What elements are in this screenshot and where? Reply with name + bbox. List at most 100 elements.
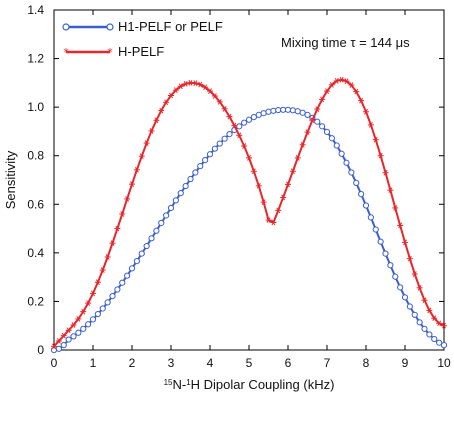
star-marker-stroke — [256, 182, 261, 189]
star-marker-stroke — [315, 106, 320, 112]
data-point-series-1 — [197, 163, 204, 170]
data-point-series-1 — [241, 119, 248, 126]
x-axis-title-part-n: N- — [172, 377, 186, 392]
star-marker-stroke — [417, 284, 422, 291]
data-point-series-1 — [250, 114, 257, 121]
data-point-series-1 — [75, 329, 82, 336]
data-point-series-2 — [182, 80, 189, 87]
data-point-series-2 — [172, 87, 179, 93]
data-point-series-1 — [270, 107, 277, 114]
data-point-series-1 — [431, 335, 438, 343]
star-marker-stroke — [354, 88, 359, 95]
data-point-series-1 — [192, 169, 199, 176]
data-point-series-1 — [362, 202, 370, 209]
star-marker-stroke — [378, 152, 383, 159]
data-point-series-2 — [441, 322, 447, 329]
data-point-series-2 — [328, 81, 335, 88]
data-point-series-2 — [216, 98, 223, 105]
data-point-series-1 — [94, 310, 101, 318]
data-point-series-1 — [416, 319, 423, 326]
data-point-series-2 — [124, 196, 131, 202]
data-point-series-1 — [245, 116, 253, 123]
data-point-series-1 — [85, 321, 92, 328]
star-marker-stroke — [290, 168, 295, 175]
data-point-series-2 — [158, 107, 165, 114]
star-marker-stroke — [320, 96, 325, 103]
data-point-series-2 — [51, 343, 57, 350]
y-tick-label: 1.2 — [27, 52, 44, 66]
star-marker-stroke — [188, 80, 193, 86]
x-axis-title-sup-15: 15 — [164, 378, 173, 387]
data-point-series-1 — [60, 342, 67, 349]
data-point-series-1 — [138, 250, 145, 257]
star-marker-stroke — [349, 82, 354, 88]
data-point-series-1 — [50, 346, 58, 354]
data-point-series-2 — [60, 332, 67, 339]
x-tick-label: 3 — [168, 356, 175, 370]
data-point-series-1 — [328, 135, 335, 142]
x-tick-label: 2 — [129, 356, 136, 370]
star-marker-stroke — [281, 194, 286, 201]
x-axis-title-sup-1: 1 — [186, 378, 191, 387]
star-marker-stroke — [247, 155, 251, 161]
data-point-series-1 — [367, 214, 374, 221]
mixing-time-annotation: Mixing time τ = 144 μs — [281, 35, 410, 50]
star-marker-stroke — [227, 113, 232, 120]
star-marker-stroke — [403, 239, 407, 246]
star-marker-stroke — [154, 117, 159, 124]
data-point-series-1 — [226, 131, 233, 138]
data-point-series-1 — [119, 279, 126, 286]
y-tick-label: 1.4 — [27, 3, 44, 17]
star-marker-stroke — [76, 316, 81, 322]
data-point-series-1 — [333, 142, 340, 149]
data-point-series-2 — [324, 88, 330, 94]
data-point-series-1 — [221, 135, 228, 142]
star-marker-stroke — [71, 322, 76, 328]
star-marker-stroke — [276, 207, 281, 214]
data-point-series-2 — [289, 168, 296, 175]
star-marker-stroke — [178, 83, 183, 90]
legend-marker-series-2: * — [107, 46, 113, 59]
plot-area — [53, 9, 445, 351]
data-point-series-2 — [397, 222, 404, 229]
data-point-series-1 — [323, 128, 331, 136]
data-point-series-1 — [265, 108, 272, 115]
data-point-series-2 — [333, 78, 340, 84]
y-tick-label: 0.4 — [27, 246, 44, 260]
data-point-series-1 — [440, 342, 448, 349]
star-marker-stroke — [325, 88, 329, 94]
data-point-series-2 — [353, 88, 360, 95]
star-marker-stroke — [232, 122, 237, 129]
star-marker-stroke — [95, 279, 100, 286]
data-point-series-1 — [436, 339, 443, 346]
star-marker-stroke — [164, 99, 169, 106]
data-point-series-2 — [309, 117, 316, 124]
star-marker-stroke — [217, 98, 222, 105]
star-marker-stroke — [437, 320, 442, 327]
data-point-series-2 — [148, 128, 155, 134]
data-point-series-2 — [207, 88, 213, 94]
data-point-series-1 — [104, 299, 111, 306]
star-marker-stroke — [212, 93, 217, 99]
star-marker-stroke — [261, 199, 266, 205]
x-axis-title-part-h: H Dipolar Coupling (kHz) — [191, 377, 335, 392]
data-point-series-2 — [80, 308, 87, 315]
star-marker-stroke — [222, 105, 227, 112]
x-tick-label: 4 — [207, 356, 214, 370]
star-marker-stroke — [359, 97, 364, 104]
y-axis-title: Sensitivity — [3, 150, 18, 209]
star-marker-stroke — [388, 187, 393, 194]
data-point-series-2 — [138, 153, 145, 160]
star-marker-stroke — [203, 84, 208, 91]
star-marker-stroke — [310, 117, 315, 124]
star-marker-stroke — [344, 78, 349, 85]
data-point-series-1 — [314, 118, 321, 125]
data-point-series-1 — [148, 235, 155, 242]
star-marker-stroke — [427, 307, 432, 314]
data-point-series-1 — [236, 123, 243, 130]
data-point-series-2 — [294, 155, 301, 161]
data-point-series-1 — [353, 179, 360, 187]
data-point-series-2 — [163, 99, 170, 106]
y-tick-label: 1.0 — [27, 100, 44, 114]
